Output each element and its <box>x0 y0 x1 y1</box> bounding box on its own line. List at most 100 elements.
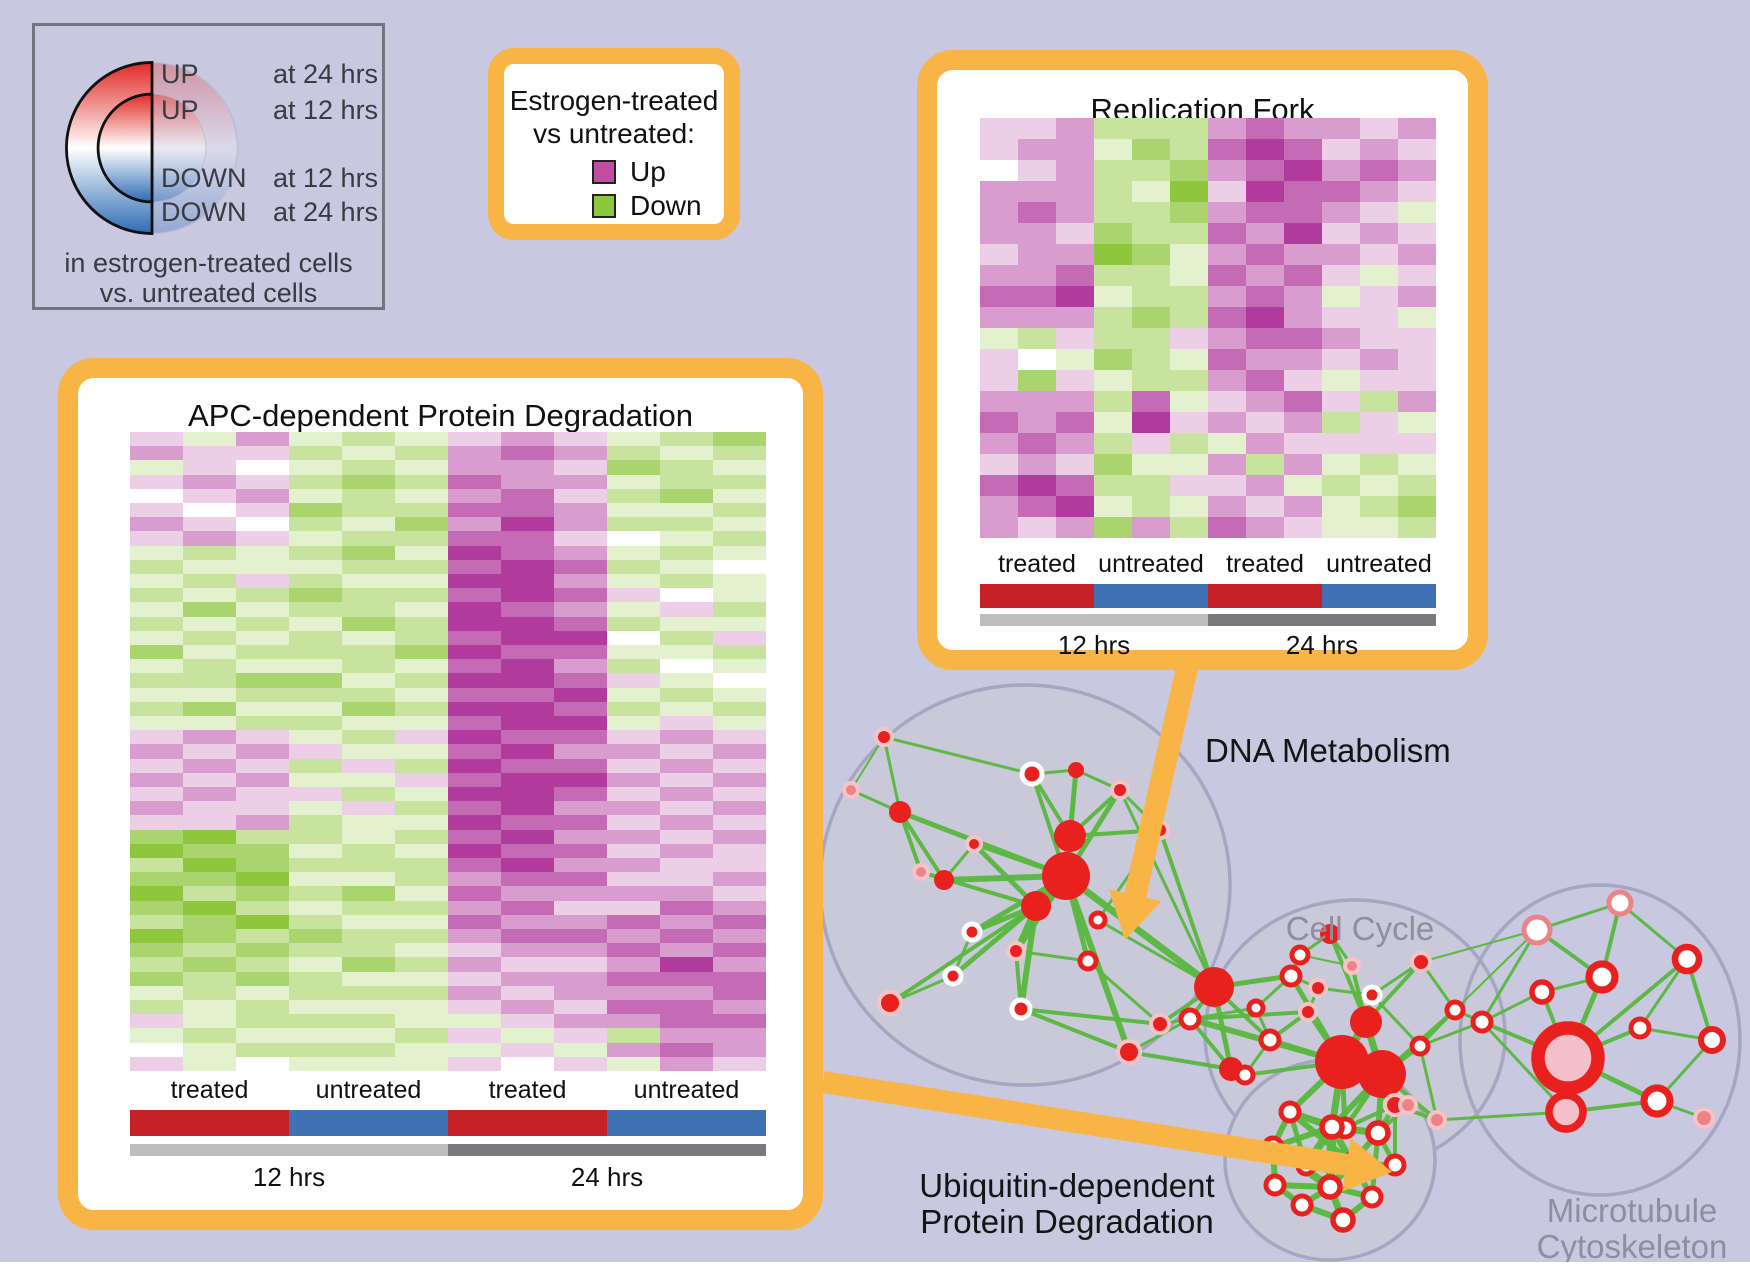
heatmap-cell <box>1360 412 1398 433</box>
heatmap-cell <box>289 815 342 830</box>
heatmap-cell <box>395 573 448 589</box>
heatmap-cell <box>501 488 554 503</box>
heatmap-cell <box>607 715 660 731</box>
heatmap-cell <box>130 872 183 887</box>
heatmap-cell <box>289 517 342 532</box>
heatmap-cell <box>183 786 236 802</box>
heatmap-cell <box>289 573 342 589</box>
heatmap-cell <box>448 715 501 731</box>
heatmap-cell <box>1322 370 1360 391</box>
network-node-ring <box>1470 1010 1494 1034</box>
heatmap-cell <box>713 602 766 617</box>
heatmap-cell <box>342 786 395 802</box>
heatmap-cell <box>501 786 554 802</box>
heatmap-cell <box>289 460 342 475</box>
heatmap-cell <box>130 943 183 958</box>
heatmap-cell <box>607 985 660 1000</box>
heatmap-cell <box>183 460 236 475</box>
heatmap-cell <box>448 1056 501 1071</box>
heatmap-cell <box>342 573 395 589</box>
heatmap-cell <box>236 1014 289 1029</box>
heatmap-cell <box>395 872 448 887</box>
heatmap-cell <box>501 843 554 858</box>
heatmap-cell <box>289 772 342 787</box>
heatmap-cell <box>183 971 236 986</box>
heatmap-cell <box>1398 118 1436 139</box>
heatmap-cell <box>1284 160 1322 181</box>
heatmap-cell <box>607 630 660 645</box>
heatmap-cell <box>448 786 501 802</box>
cluster-label-dna-metabolism: DNA Metabolism <box>1205 732 1451 769</box>
heatmap-cell <box>660 872 713 887</box>
heatmap-cell <box>1246 370 1284 391</box>
heatmap-cell <box>1132 412 1170 433</box>
heatmap-cell <box>236 1028 289 1043</box>
arrow-shaft-apc-to-ubiquitin <box>821 1071 1349 1176</box>
heatmap-cell <box>1398 391 1436 412</box>
heatmap-cell <box>183 772 236 787</box>
heatmap-cell <box>554 886 607 901</box>
heatmap-cell <box>1398 328 1436 349</box>
heatmap-cell <box>130 801 183 816</box>
heatmap-cell <box>448 446 501 461</box>
heatmap-cell <box>980 118 1018 139</box>
heatmap-cell <box>448 602 501 617</box>
heatmap-cell <box>554 943 607 958</box>
heatmap-cell <box>1360 433 1398 454</box>
heatmap-cell <box>342 730 395 745</box>
heatmap-cell <box>395 488 448 503</box>
heatmap-cell <box>1322 475 1360 496</box>
heatmap-cell <box>289 630 342 645</box>
heatmap-cell <box>1056 307 1094 328</box>
heatmap-cell <box>395 999 448 1015</box>
heatmap-cell <box>130 1056 183 1071</box>
heatmap-cell <box>183 432 236 447</box>
heatmap-cell <box>607 602 660 617</box>
network-node-palering <box>1606 889 1634 917</box>
heatmap-cell <box>395 545 448 560</box>
heatmap-cell <box>342 928 395 944</box>
heatmap-cell <box>660 744 713 759</box>
network-node-soft <box>1116 1039 1142 1065</box>
network-edge <box>1015 949 1089 963</box>
heatmap-cell <box>501 1014 554 1029</box>
heatmap-cell <box>1284 496 1322 517</box>
heatmap-cell <box>236 630 289 645</box>
heatmap-cell <box>607 573 660 589</box>
heatmap-cell <box>1170 244 1208 265</box>
heatmap-cell <box>1208 391 1246 412</box>
heatmap-cell <box>1360 496 1398 517</box>
heatmap-cell <box>289 1042 342 1057</box>
heatmap-cell <box>130 815 183 830</box>
heatmap-cell <box>660 616 713 631</box>
heatmap-cell <box>183 573 236 589</box>
heatmap-cell <box>448 1042 501 1057</box>
heatmap-cell <box>607 786 660 802</box>
heatmap-cell <box>289 1014 342 1029</box>
heatmap-cell <box>713 1042 766 1057</box>
estrogen-legend-title-line2: vs untreated: <box>533 118 695 149</box>
heatmap-cell <box>1246 223 1284 244</box>
heatmap-cell <box>1208 118 1246 139</box>
heatmap-cell <box>554 829 607 844</box>
heatmap-cell <box>1246 412 1284 433</box>
heatmap-cell <box>395 971 448 986</box>
heatmap-cell <box>1208 244 1246 265</box>
heatmap-cell <box>289 659 342 674</box>
network-node-palering <box>1521 914 1553 946</box>
heatmap-cell <box>236 517 289 532</box>
heatmap-cell <box>607 616 660 631</box>
heatmap-cell <box>660 772 713 787</box>
heatmap-cell <box>1170 517 1208 538</box>
ring-row-time: at 24 hrs <box>273 197 379 227</box>
24hrs-bar <box>448 1144 766 1156</box>
heatmap-cell <box>183 1042 236 1057</box>
heatmap-cell <box>1208 202 1246 223</box>
heatmap-cell <box>1056 139 1094 160</box>
heatmap-cell <box>1284 391 1322 412</box>
heatmap-cell <box>660 460 713 475</box>
heatmap-cell <box>554 502 607 518</box>
heatmap-cell <box>130 1028 183 1043</box>
heatmap-cell <box>236 659 289 674</box>
heatmap-cell <box>130 857 183 873</box>
